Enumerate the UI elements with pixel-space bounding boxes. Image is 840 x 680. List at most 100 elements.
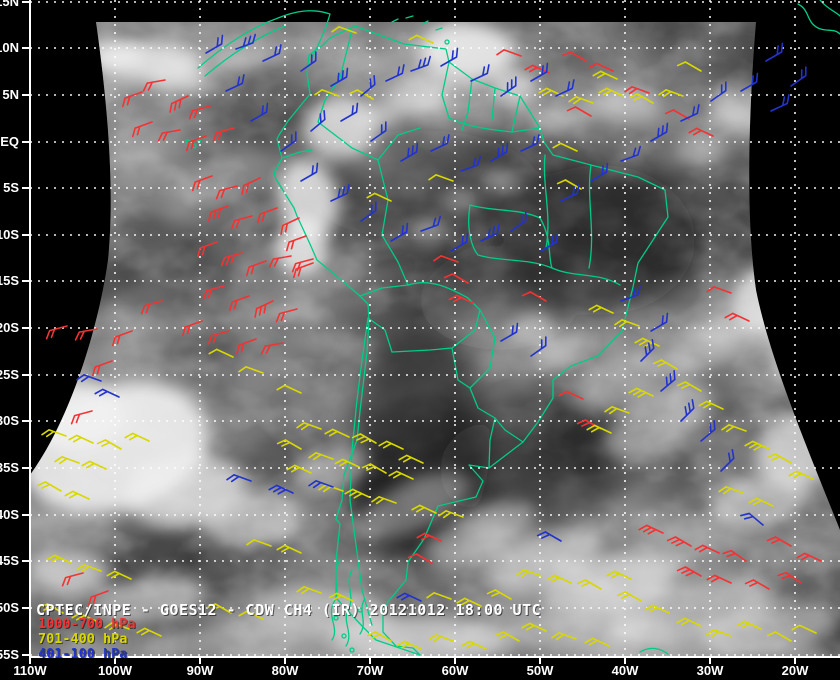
wind-barb <box>616 591 642 602</box>
wind-barb <box>390 222 409 242</box>
wind-barb <box>300 162 319 182</box>
wind-barb <box>250 102 269 122</box>
lat-label-30S: 30S <box>0 413 19 428</box>
wind-barb <box>388 470 414 480</box>
wind-barb <box>664 109 690 120</box>
wind-barb <box>634 337 660 348</box>
wind-barb <box>330 184 350 202</box>
wind-barb <box>480 224 500 242</box>
wind-barb <box>398 454 424 464</box>
wind-barb <box>706 629 732 638</box>
wind-barb <box>74 328 98 341</box>
wind-barb <box>560 184 580 202</box>
wind-barb <box>650 312 669 332</box>
wind-barb <box>584 637 610 647</box>
lon-label-40W: 40W <box>612 663 639 678</box>
coastline-borders <box>185 0 840 656</box>
wind-barb <box>561 51 587 62</box>
wind-barb <box>275 308 298 323</box>
wind-barb <box>736 620 762 630</box>
wind-barb <box>64 490 90 500</box>
wind-barb <box>638 524 664 535</box>
lat-label-15N: 15N <box>0 0 19 9</box>
wind-barb <box>71 612 97 622</box>
wind-barb <box>260 342 284 355</box>
wind-barb <box>331 26 357 34</box>
wind-barb <box>790 66 807 87</box>
wind-barb <box>586 424 612 434</box>
wind-barb <box>765 42 784 62</box>
wind-barb <box>54 456 80 465</box>
wind-barb <box>710 81 727 102</box>
wind-barb <box>366 631 392 642</box>
wind-barb <box>111 330 133 347</box>
wind-barb <box>551 632 577 641</box>
wind-barb <box>676 61 702 72</box>
wind-barb <box>588 62 614 72</box>
wind-barb <box>241 177 261 195</box>
lon-label-80W: 80W <box>272 663 299 678</box>
wind-barb <box>788 470 814 480</box>
wind-barb <box>396 640 422 650</box>
wind-barb <box>546 574 572 584</box>
wind-barb <box>460 155 482 172</box>
lat-label-40S: 40S <box>0 507 19 522</box>
wind-barb <box>262 44 282 62</box>
wind-barb <box>706 286 732 294</box>
lon-label-50W: 50W <box>527 663 554 678</box>
wind-barbs-layer <box>36 26 822 650</box>
lat-label-5N: 5N <box>2 87 19 102</box>
wind-barb <box>777 571 802 584</box>
wind-barb <box>136 627 162 637</box>
wind-barb <box>91 360 113 377</box>
wind-barb <box>400 142 419 162</box>
wind-barb <box>254 300 274 318</box>
wind-barb <box>566 106 592 117</box>
wind-barb <box>628 387 654 398</box>
wind-barb <box>448 294 474 304</box>
wind-barb <box>238 610 264 620</box>
wind-barb <box>124 432 150 442</box>
axis-labels: 15N 10N 5N EQ 5S 10S 15S 20S 25S 30S 35S 40S 45S 50S 5… <box>0 0 809 678</box>
wind-barb <box>280 131 297 152</box>
wind-barb <box>416 532 442 542</box>
wind-barb <box>490 142 509 162</box>
wind-barb <box>530 336 547 357</box>
wind-barb <box>121 91 143 108</box>
wind-barb <box>131 121 153 138</box>
wind-barb <box>220 252 243 267</box>
wind-barb <box>314 89 340 97</box>
lat-label-45S: 45S <box>0 553 19 568</box>
wind-barb <box>433 255 459 263</box>
wind-barb <box>235 33 257 50</box>
wind-barb <box>496 49 522 57</box>
wind-barb <box>676 617 702 627</box>
wind-barb <box>568 96 594 105</box>
lat-label-55S: 55S <box>0 647 19 662</box>
lat-label-10N: 10N <box>0 40 19 55</box>
wind-barb <box>510 211 527 232</box>
wind-barb <box>256 207 278 224</box>
wind-barb <box>324 428 350 438</box>
wind-barb <box>104 622 130 631</box>
wind-barb <box>308 452 334 461</box>
wind-barb <box>720 448 735 472</box>
wind-barb <box>426 592 452 600</box>
wind-barb <box>456 597 482 607</box>
wind-barb <box>285 235 307 252</box>
wind-barb <box>590 162 609 182</box>
wind-barb <box>280 217 300 235</box>
wind-barb <box>226 474 252 483</box>
wind-barb <box>181 320 203 337</box>
wind-barb <box>68 434 94 444</box>
wind-barb <box>748 497 774 507</box>
lon-label-110W: 110W <box>13 663 47 678</box>
wind-barb <box>694 544 720 554</box>
wind-barb <box>440 47 459 67</box>
wind-barb <box>650 122 669 142</box>
wind-barb <box>348 89 374 100</box>
wind-barb <box>520 134 540 152</box>
wind-barb <box>555 79 575 97</box>
